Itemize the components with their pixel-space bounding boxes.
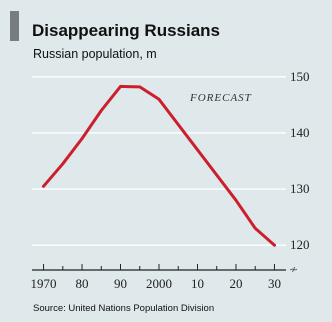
- series-line-layer: [42, 84, 276, 247]
- accent-bar: [10, 11, 19, 41]
- x-tick-label-2010: 10: [191, 276, 204, 291]
- x-tick-label-1990: 90: [114, 276, 127, 291]
- y-tick-label-130: 130: [290, 181, 310, 196]
- forecast-annotation: FORECAST: [189, 92, 252, 104]
- x-tick-label-2020: 20: [229, 276, 242, 291]
- axis-break-icon: ≁: [289, 263, 298, 276]
- x-tick-label-1970: 1970: [31, 276, 57, 291]
- grid-lines: [32, 76, 286, 246]
- x-tick-label-1980: 80: [76, 276, 89, 291]
- chart-subtitle: Russian population, m: [33, 47, 157, 61]
- y-tick-label-120: 120: [290, 237, 310, 252]
- y-tick-label-150: 150: [290, 69, 310, 84]
- x-tick-label-2000: 2000: [146, 276, 172, 291]
- series-line-0: [42, 84, 276, 247]
- y-tick-label-140: 140: [290, 125, 310, 140]
- tick-labels: 120 130 140 150 1970 80 90 2000 10 20 30: [31, 69, 310, 291]
- chart-source: Source: United Nations Population Divisi…: [33, 303, 215, 314]
- x-axis: [32, 264, 286, 271]
- x-tick-label-2030: 30: [268, 276, 281, 291]
- chart-title: Disappearing Russians: [32, 21, 221, 40]
